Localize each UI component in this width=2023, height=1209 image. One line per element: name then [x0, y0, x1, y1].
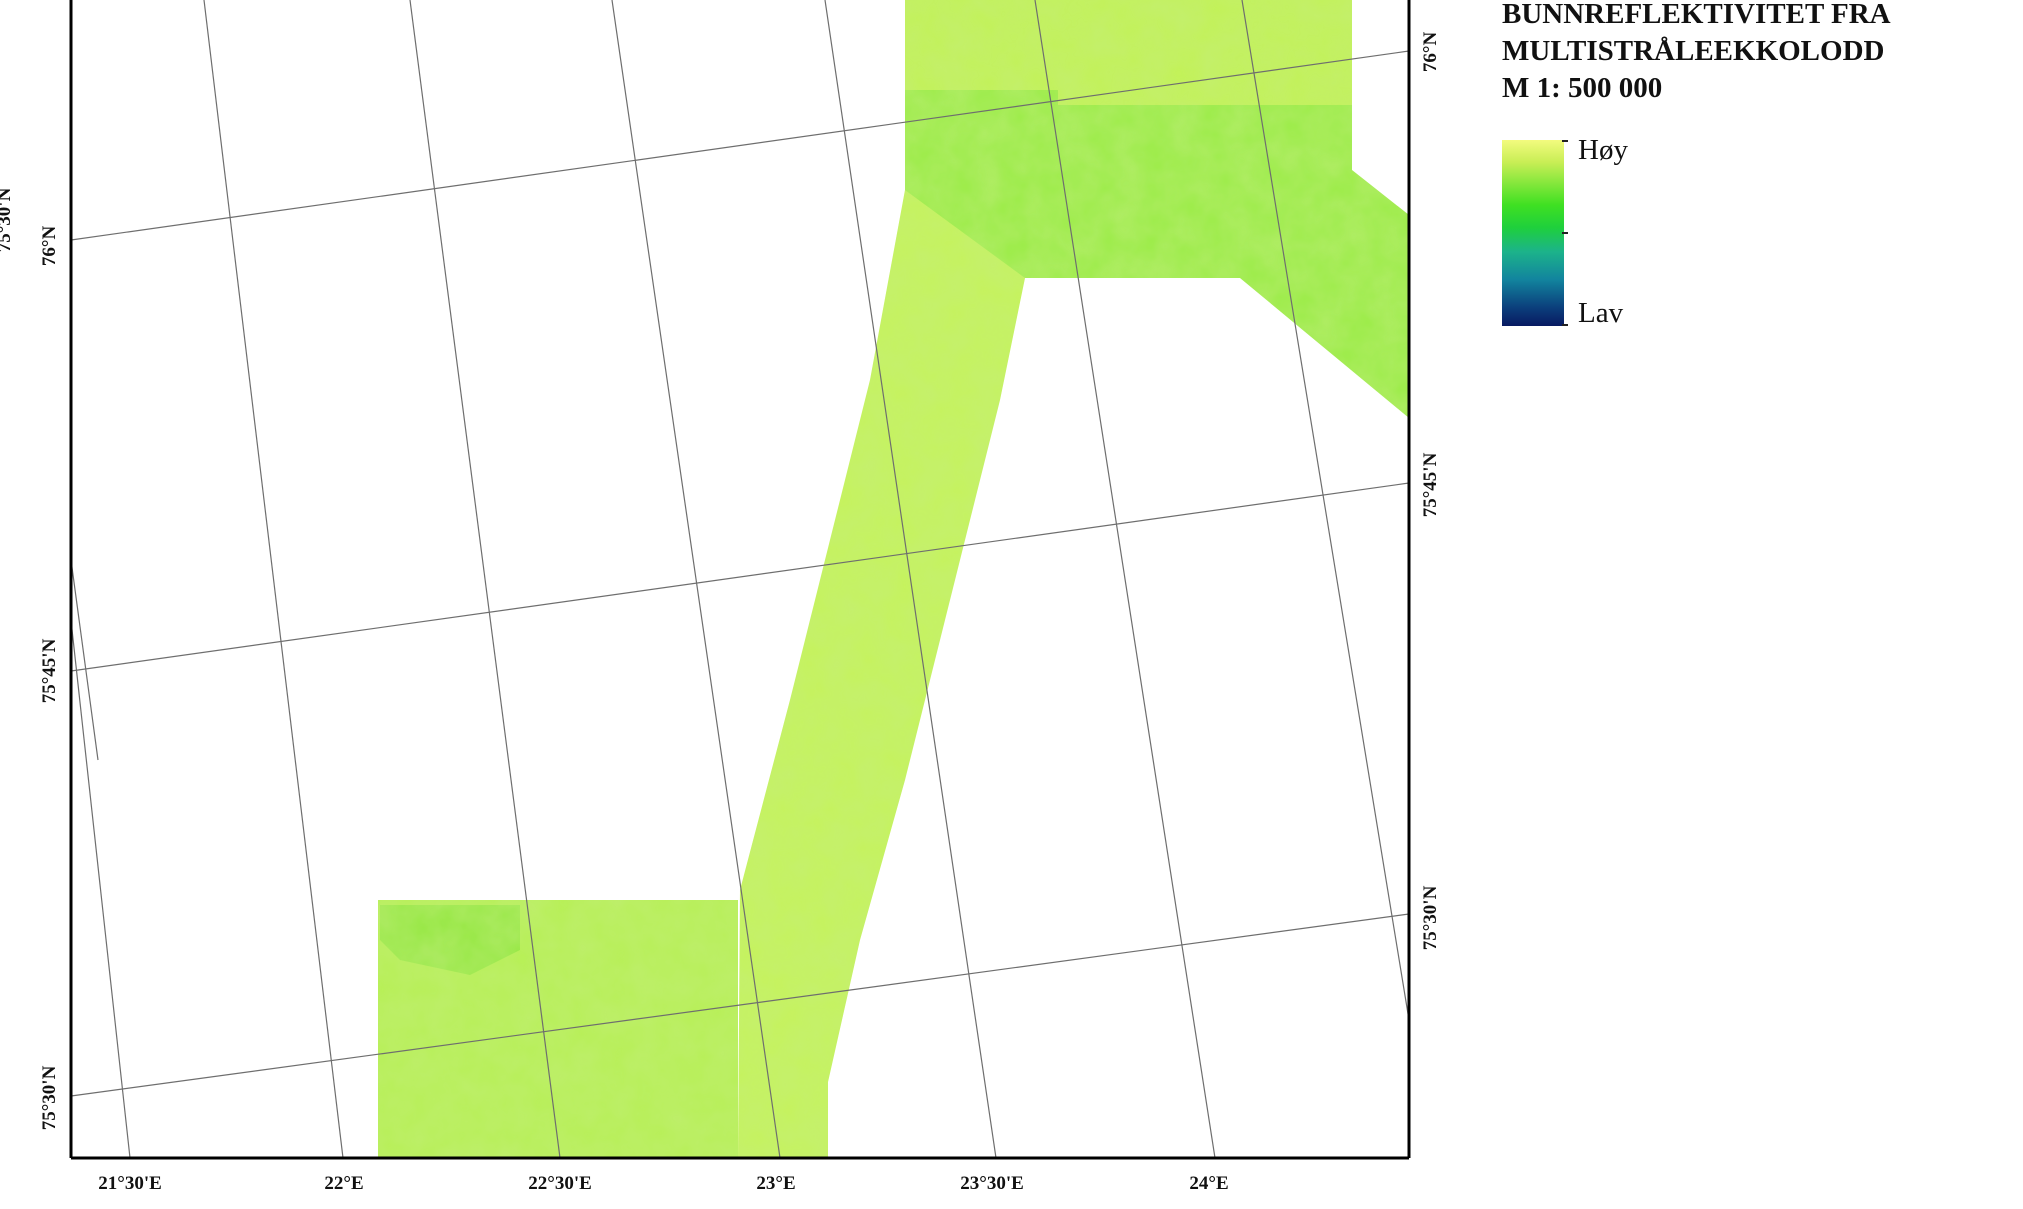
legend-title-line: M 1: 500 000	[1502, 72, 1663, 104]
parallel-75-30n	[71, 913, 1409, 1097]
longitude-labels: 21°30'E 22°E 22°30'E 23°E 23°30'E 24°E	[98, 1173, 1228, 1194]
legend-low-label: Lav	[1578, 297, 1624, 329]
legend-color-ramp	[1502, 140, 1564, 326]
lat-label-right: 75°45'N	[1420, 452, 1441, 517]
latitude-labels-left: 75°30'N 75°45'N 76°N 75°30'N	[0, 187, 60, 1130]
meridian-22-30e	[824, 0, 997, 1158]
lat-label-left: 75°30'N	[39, 1065, 60, 1130]
latitude-labels-right: 75°30'N 75°45'N 76°N	[1420, 32, 1441, 951]
lon-label: 22°30'E	[528, 1173, 592, 1194]
meridian-22e-a	[409, 0, 561, 1158]
swath-lower-dark-patch	[380, 905, 520, 975]
graticule	[71, 0, 1409, 1158]
parallel-75-45n	[71, 482, 1409, 672]
legend-tick	[1562, 232, 1568, 234]
lat-label-right: 76°N	[1420, 32, 1441, 73]
lon-label: 24°E	[1189, 1173, 1228, 1194]
lon-label: 21°30'E	[98, 1173, 162, 1194]
meridian-22e-b	[611, 0, 781, 1158]
legend-title-line: BUNNREFLEKTIVITET FRA	[1502, 0, 1891, 30]
lon-label: 23°30'E	[960, 1173, 1024, 1194]
legend-tick	[1562, 140, 1568, 142]
lat-label-left: 75°30'N	[0, 187, 15, 252]
lat-label-left: 75°45'N	[39, 638, 60, 703]
map-frame	[69, 0, 1411, 1160]
meridian-21-45e	[203, 0, 344, 1158]
parallel-76n	[71, 50, 1409, 241]
meridian-21-30e	[71, 614, 131, 1158]
swath-upper-dark-block	[905, 90, 1409, 418]
meridian-23e	[1034, 0, 1216, 1158]
legend-title: BUNNREFLEKTIVITET FRA MULTISTRÅLEEKKOLOD…	[1502, 0, 2002, 107]
swath-upper-block	[905, 0, 1352, 105]
legend-tick	[1562, 324, 1568, 326]
swath-diagonal	[738, 190, 1025, 1158]
meridian-left-edge	[71, 559, 99, 761]
lon-label: 23°E	[756, 1173, 795, 1194]
legend-high-label: Høy	[1578, 134, 1628, 166]
reflectivity-swaths	[378, 0, 1409, 1158]
lon-label: 22°E	[324, 1173, 363, 1194]
meridian-23-30e	[1241, 0, 1409, 1021]
lat-label-left: 76°N	[39, 226, 60, 267]
lat-label-right: 75°30'N	[1420, 885, 1441, 950]
legend-title-line: MULTISTRÅLEEKKOLODD	[1502, 35, 1885, 67]
